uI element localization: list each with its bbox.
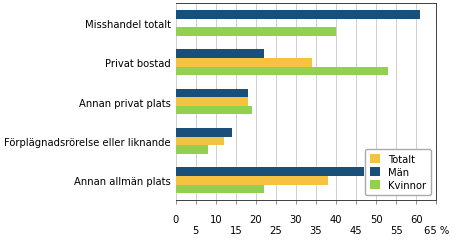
Bar [176, 67, 388, 76]
Bar [176, 98, 248, 106]
Text: 60: 60 [410, 214, 423, 224]
Text: 25: 25 [270, 226, 282, 235]
Text: 40: 40 [330, 214, 342, 224]
Legend: Totalt, Män, Kvinnor: Totalt, Män, Kvinnor [365, 149, 431, 195]
Text: 35: 35 [310, 226, 322, 235]
Bar [176, 106, 252, 115]
Bar [176, 59, 312, 67]
Text: 0: 0 [173, 214, 179, 224]
Bar [176, 176, 328, 185]
Text: 65 %: 65 % [424, 226, 449, 235]
Bar [176, 128, 232, 137]
Text: 10: 10 [209, 214, 222, 224]
Bar [176, 89, 248, 98]
Text: 30: 30 [289, 214, 302, 224]
Bar [176, 168, 364, 176]
Bar [176, 50, 264, 59]
Bar [176, 28, 336, 37]
Text: 15: 15 [229, 226, 242, 235]
Text: 5: 5 [193, 226, 199, 235]
Bar [176, 146, 208, 154]
Bar [176, 185, 264, 193]
Text: 55: 55 [390, 226, 403, 235]
Text: 45: 45 [350, 226, 362, 235]
Bar [176, 137, 224, 146]
Text: 50: 50 [370, 214, 382, 224]
Bar [176, 11, 420, 19]
Text: 20: 20 [250, 214, 262, 224]
